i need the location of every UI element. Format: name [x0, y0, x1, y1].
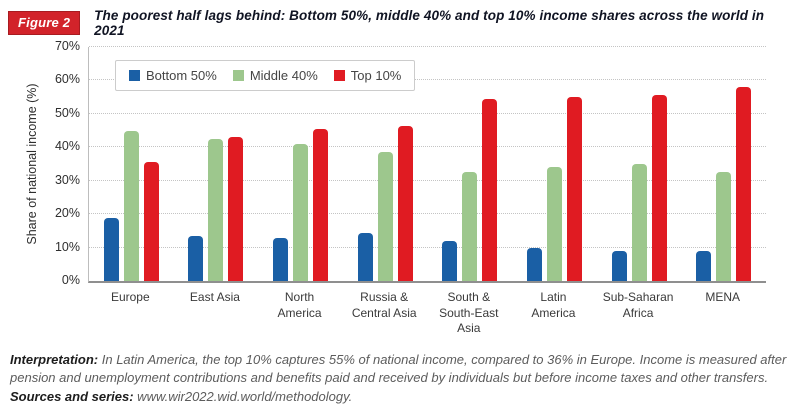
legend-label-bottom-50: Bottom 50% — [146, 68, 217, 83]
bar-group-europe — [89, 47, 174, 281]
y-tick-label-60: 60% — [54, 72, 80, 87]
bar-top-10-north-america — [313, 128, 329, 281]
bar-bottom-50-latin-america — [526, 247, 542, 281]
y-tick-label-50: 50% — [54, 105, 80, 120]
legend-label-top-10: Top 10% — [350, 68, 402, 83]
bar-middle-40-sub-saharan-africa — [631, 164, 647, 281]
bar-top-10-east-asia — [228, 137, 244, 281]
y-tick-label-70: 70% — [54, 39, 80, 53]
y-tick-label-40: 40% — [54, 139, 80, 154]
bar-middle-40-europe — [123, 130, 139, 281]
x-axis-label-north-america: North America — [277, 290, 322, 320]
bar-bottom-50-russia-central-asia — [357, 232, 373, 281]
x-axis-label-east-asia: East Asia — [189, 290, 240, 304]
y-tick-label-30: 30% — [54, 172, 80, 187]
bar-middle-40-latin-america — [546, 167, 562, 281]
gridline-20 — [89, 213, 766, 215]
bar-group-north-america — [258, 47, 343, 281]
bar-middle-40-east-asia — [208, 138, 224, 281]
legend-item-bottom-50: Bottom 50% — [129, 68, 217, 83]
x-axis-labels: Europe East Asia North America Russia & Cen… — [88, 290, 765, 337]
y-tick-label-20: 20% — [54, 206, 80, 221]
x-axis-label-latin-america: Latin America — [531, 290, 576, 320]
y-tick-label-10: 10% — [54, 239, 80, 254]
bar-bottom-50-mena — [696, 250, 712, 281]
bar-bottom-50-south-south-east-asia — [442, 240, 458, 281]
interpretation-text: In Latin America, the top 10% captures 5… — [10, 352, 787, 386]
y-axis-ticks: 0% 10% 20% 30% 40% 50% 60% 70% — [36, 39, 84, 287]
bar-top-10-europe — [143, 162, 159, 281]
gridline-60 — [89, 79, 766, 81]
legend-label-middle-40: Middle 40% — [249, 68, 318, 83]
bar-group-east-asia — [174, 47, 259, 281]
bar-bottom-50-europe — [103, 217, 119, 281]
bar-middle-40-russia-central-asia — [377, 152, 393, 281]
bar-bottom-50-sub-saharan-africa — [611, 250, 627, 281]
bar-group-sub-saharan-africa — [597, 47, 682, 281]
legend-swatch-icon-middle-40 — [232, 70, 244, 81]
gridline-40 — [89, 146, 766, 148]
figure-title: The poorest half lags behind: Bottom 50%… — [94, 8, 765, 38]
bar-bottom-50-north-america — [273, 237, 289, 281]
bar-top-10-south-south-east-asia — [482, 98, 498, 281]
bar-group-south-south-east-asia — [428, 47, 513, 281]
figure-badge: Figure 2 — [8, 11, 81, 35]
bar-group-latin-america — [512, 47, 597, 281]
y-tick-label-0: 0% — [61, 273, 80, 287]
bar-top-10-sub-saharan-africa — [651, 95, 667, 281]
bar-groups — [89, 47, 766, 281]
bar-middle-40-mena — [716, 172, 732, 281]
bar-group-mena — [681, 47, 766, 281]
figure-footer: Interpretation: In Latin America, the to… — [10, 351, 792, 406]
x-axis-label-mena: MENA — [705, 290, 741, 304]
bar-group-russia-central-asia — [343, 47, 428, 281]
x-axis-label-russia-central-asia: Russia & Central Asia — [351, 290, 417, 320]
legend-swatch-icon-bottom-50 — [129, 70, 140, 81]
legend-item-top-10: Top 10% — [333, 68, 402, 83]
x-axis-label-sub-saharan-africa: Sub-Saharan Africa — [602, 290, 674, 320]
x-axis-label-south-south-east-asia: South & South-East Asia — [439, 290, 499, 336]
bar-top-10-mena — [736, 87, 752, 281]
legend: Bottom 50% Middle 40% Top 10% — [115, 60, 416, 91]
plot-area: Bottom 50% Middle 40% Top 10% — [88, 46, 766, 283]
gridline-30 — [89, 179, 766, 181]
sources-text: www.wir2022.wid.world/methodology. — [133, 388, 353, 404]
legend-item-middle-40: Middle 40% — [232, 68, 318, 83]
x-axis-label-europe: Europe — [110, 290, 150, 304]
bar-top-10-russia-central-asia — [397, 125, 413, 281]
bar-top-10-latin-america — [566, 97, 582, 281]
figure-header: Figure 2 The poorest half lags behind: B… — [8, 8, 794, 38]
bar-middle-40-north-america — [293, 143, 309, 281]
bar-middle-40-south-south-east-asia — [462, 172, 478, 281]
interpretation-label: Interpretation: — [10, 352, 99, 367]
bar-bottom-50-east-asia — [188, 235, 204, 281]
legend-swatch-icon-top-10 — [333, 70, 345, 81]
sources-label: Sources and series: — [10, 388, 134, 404]
gridline-10 — [89, 246, 766, 248]
gridline-70 — [89, 46, 766, 47]
gridline-50 — [89, 112, 766, 114]
